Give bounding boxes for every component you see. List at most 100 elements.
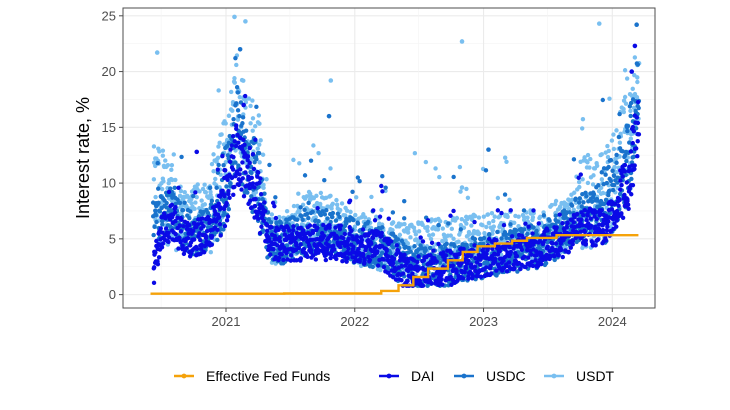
data-point xyxy=(475,273,480,279)
data-point xyxy=(480,222,485,228)
data-point xyxy=(252,203,258,209)
data-point xyxy=(350,189,355,194)
data-point xyxy=(289,253,294,258)
data-point xyxy=(518,266,523,272)
data-point xyxy=(226,140,232,146)
axes: 0 5 10 15 20 25 2021 2022 2023 2024 xyxy=(102,8,627,329)
data-point xyxy=(330,210,336,216)
data-point xyxy=(298,213,303,218)
data-point xyxy=(249,194,254,199)
data-point xyxy=(460,276,466,281)
data-point xyxy=(628,149,634,154)
data-point xyxy=(151,280,157,286)
data-point xyxy=(412,244,417,249)
data-point xyxy=(628,136,634,141)
data-point xyxy=(153,194,158,200)
data-point xyxy=(555,219,561,224)
data-point xyxy=(427,233,432,238)
data-point xyxy=(209,198,215,204)
data-point xyxy=(406,245,411,251)
data-point xyxy=(151,144,157,149)
data-point xyxy=(552,253,557,259)
data-point xyxy=(529,259,535,265)
data-point xyxy=(291,157,296,163)
data-point xyxy=(164,200,169,206)
data-point xyxy=(525,215,530,220)
data-point xyxy=(606,148,611,154)
data-point xyxy=(193,200,198,205)
data-point xyxy=(463,265,468,270)
data-point xyxy=(484,251,489,257)
data-point xyxy=(459,216,464,222)
data-point xyxy=(362,256,367,262)
data-point xyxy=(189,197,194,202)
data-point xyxy=(570,241,575,247)
data-point xyxy=(355,220,360,225)
data-point xyxy=(257,160,262,165)
data-point xyxy=(370,264,375,270)
data-point xyxy=(583,242,588,247)
data-point xyxy=(176,246,181,251)
data-point xyxy=(268,220,274,225)
data-point xyxy=(577,196,583,201)
data-point xyxy=(422,267,428,272)
data-point xyxy=(616,134,622,140)
data-point xyxy=(157,209,163,214)
data-point xyxy=(261,212,266,217)
data-point xyxy=(598,185,604,191)
data-point xyxy=(560,220,565,226)
data-point xyxy=(454,215,460,221)
data-point xyxy=(633,146,639,151)
data-point xyxy=(490,246,495,252)
data-point xyxy=(378,267,383,273)
data-point xyxy=(619,170,624,176)
data-point xyxy=(166,189,172,195)
data-point xyxy=(564,225,570,230)
data-point xyxy=(229,175,235,181)
data-point xyxy=(578,229,584,234)
data-point xyxy=(255,146,260,151)
legend-item: USDC xyxy=(454,368,526,384)
data-point xyxy=(608,178,614,184)
data-point xyxy=(250,128,255,133)
data-point xyxy=(485,212,491,217)
data-point xyxy=(198,237,203,243)
data-point xyxy=(234,126,239,131)
data-point xyxy=(547,218,552,223)
data-point xyxy=(301,246,307,252)
data-point xyxy=(248,121,253,126)
data-point xyxy=(307,223,313,228)
data-point xyxy=(507,244,512,250)
data-point xyxy=(379,183,384,189)
data-point xyxy=(324,207,329,213)
data-point xyxy=(572,215,577,220)
data-point xyxy=(635,139,640,144)
data-point xyxy=(624,76,630,81)
data-point xyxy=(170,177,175,183)
data-point xyxy=(604,180,610,186)
data-point xyxy=(416,247,421,252)
data-point xyxy=(194,246,200,252)
data-point xyxy=(267,162,272,168)
data-point xyxy=(624,158,629,164)
data-point xyxy=(160,241,166,246)
data-point xyxy=(230,167,236,172)
data-point xyxy=(308,158,314,163)
data-point xyxy=(380,189,385,194)
data-point xyxy=(411,225,417,230)
data-point xyxy=(523,264,528,270)
data-point xyxy=(635,120,641,126)
data-point xyxy=(636,132,642,137)
data-point xyxy=(370,235,375,240)
data-point xyxy=(611,183,617,188)
data-point xyxy=(259,224,264,229)
data-point xyxy=(611,187,616,193)
legend-label: DAI xyxy=(411,368,434,384)
data-point xyxy=(605,154,611,160)
data-point xyxy=(238,167,243,172)
data-point xyxy=(462,269,467,275)
data-point xyxy=(425,228,430,234)
data-point xyxy=(537,246,543,252)
data-point xyxy=(241,78,246,83)
